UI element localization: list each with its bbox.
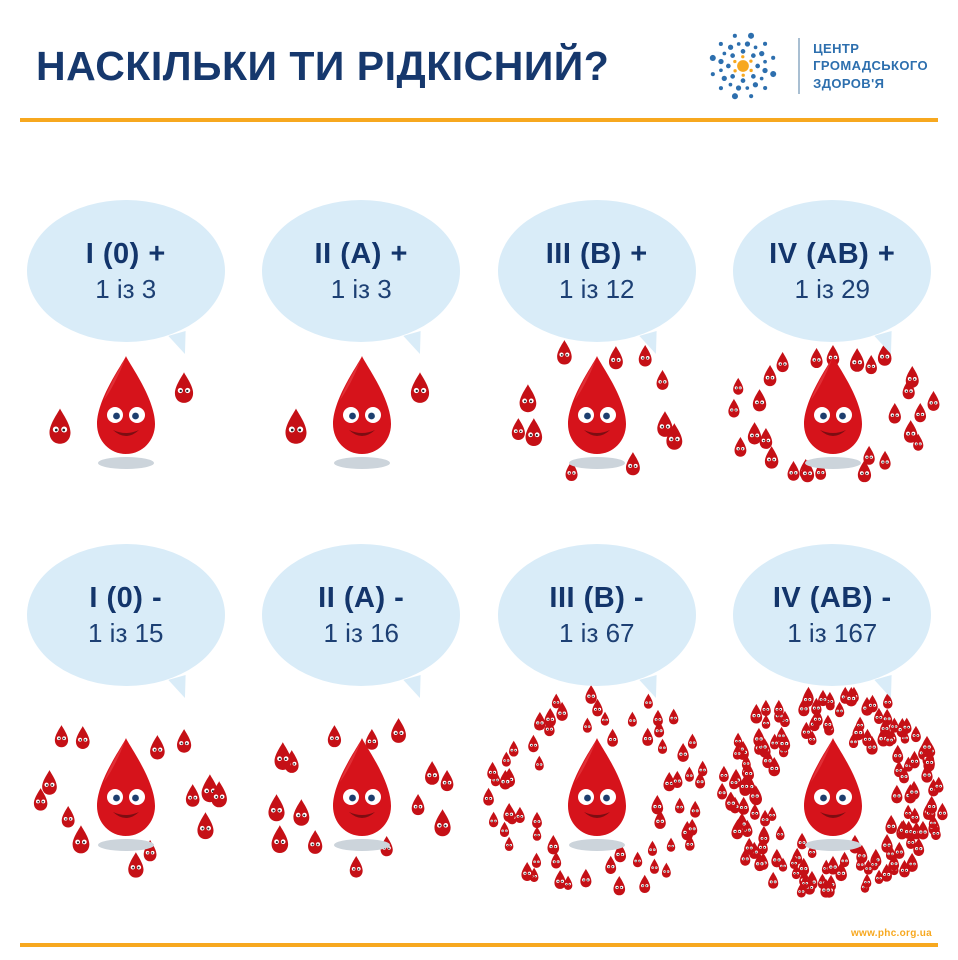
blood-type-cell: I (0) - 1 із 15 — [8, 544, 244, 901]
blood-drop-illustration — [715, 342, 951, 482]
logo-divider — [798, 38, 801, 94]
rarity-ratio: 1 із 16 — [323, 617, 400, 648]
header: НАСКІЛЬКИ ТИ РІДКІСНИЙ? ЦЕНТР ГРОМАДСЬКО… — [0, 0, 958, 108]
blood-type-cell: I (0) + 1 із 3 — [8, 200, 244, 482]
blood-type-cell: IV (AB) + 1 із 29 — [715, 200, 951, 482]
rarity-ratio: 1 із 167 — [787, 617, 878, 648]
blood-type-row-negative: I (0) - 1 із 15 II (A) - 1 із 16 III (B)… — [0, 544, 958, 901]
blood-type-label: III (B) + — [545, 237, 648, 270]
speech-bubble: III (B) - 1 із 67 — [497, 544, 696, 686]
speech-bubble: II (A) + 1 із 3 — [262, 200, 461, 342]
blood-type-label: III (B) - — [549, 581, 645, 614]
blood-drop-illustration — [244, 686, 480, 901]
blood-type-label: II (A) - — [318, 581, 405, 614]
blood-type-cell: IV (AB) - 1 із 167 — [715, 544, 951, 901]
blood-drop-illustration — [479, 340, 715, 482]
page-title: НАСКІЛЬКИ ТИ РІДКІСНИЙ? — [36, 42, 610, 89]
rarity-ratio: 1 із 29 — [794, 273, 871, 304]
blood-type-cell: II (A) - 1 із 16 — [244, 544, 480, 901]
speech-bubble: III (B) + 1 із 12 — [497, 200, 696, 342]
footer-rule — [20, 943, 938, 947]
blood-type-label: IV (AB) - — [772, 581, 892, 614]
logo-text: ЦЕНТР ГРОМАДСЬКОГО ЗДОРОВ'Я — [813, 40, 928, 93]
logo-text-line: ЗДОРОВ'Я — [813, 75, 885, 91]
footer-url: www.phc.org.ua — [850, 928, 932, 939]
rarity-ratio: 1 із 12 — [558, 273, 635, 304]
blood-drop-illustration — [244, 342, 480, 482]
rarity-ratio: 1 із 15 — [87, 617, 164, 648]
phc-logo-dots-icon — [709, 32, 777, 100]
blood-drop-illustration — [8, 342, 244, 482]
logo-text-line: ЦЕНТР — [813, 40, 860, 56]
blood-type-cell: III (B) - 1 із 67 — [479, 544, 715, 901]
phc-logo: ЦЕНТР ГРОМАДСЬКОГО ЗДОРОВ'Я — [701, 24, 928, 108]
speech-bubble: IV (AB) + 1 із 29 — [733, 200, 932, 342]
blood-type-row-positive: I (0) + 1 із 3 II (A) + 1 із 3 III (B) +… — [0, 200, 958, 482]
blood-type-cell: II (A) + 1 із 3 — [244, 200, 480, 482]
blood-type-label: IV (AB) + — [769, 237, 896, 270]
blood-type-cell: III (B) + 1 із 12 — [479, 200, 715, 482]
speech-bubble: I (0) + 1 із 3 — [26, 200, 225, 342]
speech-bubble: II (A) - 1 із 16 — [262, 544, 461, 686]
blood-drop-illustration — [479, 685, 715, 901]
speech-bubble: IV (AB) - 1 із 167 — [733, 544, 932, 686]
rarity-ratio: 1 із 3 — [95, 273, 157, 304]
blood-drop-illustration — [8, 686, 244, 901]
blood-drop-illustration — [715, 686, 951, 901]
rarity-ratio: 1 із 3 — [330, 273, 392, 304]
logo-text-line: ГРОМАДСЬКОГО — [813, 58, 928, 74]
blood-type-label: I (0) + — [85, 237, 166, 270]
header-divider-rule — [20, 118, 938, 122]
blood-type-label: I (0) - — [89, 581, 163, 614]
rarity-ratio: 1 із 67 — [558, 617, 635, 648]
blood-type-label: II (A) + — [314, 237, 408, 270]
speech-bubble: I (0) - 1 із 15 — [26, 544, 225, 686]
